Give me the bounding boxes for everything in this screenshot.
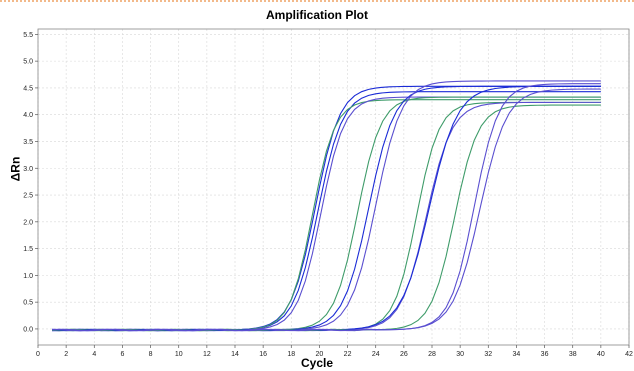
x-tick-label: 14 bbox=[231, 351, 239, 358]
y-tick-label: 1.5 bbox=[23, 246, 33, 253]
x-tick-label: 36 bbox=[541, 351, 549, 358]
amplification-curve bbox=[52, 104, 601, 332]
y-tick-label: 3.5 bbox=[23, 139, 33, 146]
x-tick-label: 12 bbox=[203, 351, 211, 358]
y-tick-label: 4.5 bbox=[23, 85, 33, 92]
y-tick-label: 5.0 bbox=[23, 59, 33, 66]
x-tick-label: 8 bbox=[149, 351, 153, 358]
grid-lines bbox=[37, 29, 630, 345]
amplification-curve bbox=[52, 101, 601, 332]
x-tick-label: 42 bbox=[625, 351, 633, 358]
amplification-curve bbox=[52, 91, 601, 332]
amplification-curve bbox=[52, 83, 601, 332]
x-tick-label: 40 bbox=[597, 351, 605, 358]
amplification-curve bbox=[52, 99, 601, 332]
x-tick-label: 16 bbox=[259, 351, 267, 358]
series-lines bbox=[52, 80, 601, 332]
y-tick-label: 3.0 bbox=[23, 166, 33, 173]
amplification-curve bbox=[52, 85, 601, 332]
x-tick-label: 2 bbox=[64, 351, 68, 358]
plot-area-frame bbox=[37, 28, 630, 346]
x-tick-label: 26 bbox=[400, 351, 408, 358]
y-tick-label: 4.0 bbox=[23, 112, 33, 119]
amplification-curve bbox=[52, 88, 601, 332]
x-tick-label: 20 bbox=[316, 351, 324, 358]
amplification-curve bbox=[52, 85, 601, 332]
selection-border bbox=[0, 0, 634, 5]
chart-title: Amplification Plot bbox=[266, 8, 368, 22]
x-tick-label: 34 bbox=[513, 351, 521, 358]
amplification-curve bbox=[52, 96, 601, 332]
y-tick-label: 5.5 bbox=[23, 32, 33, 39]
x-tick-label: 28 bbox=[428, 351, 436, 358]
x-axis-label: Cycle bbox=[300, 356, 334, 370]
y-tick-label: 0.0 bbox=[23, 326, 33, 333]
x-tick-label: 38 bbox=[569, 351, 577, 358]
y-tick-label: 2.0 bbox=[23, 219, 33, 226]
x-tick-label: 6 bbox=[120, 351, 124, 358]
y-tick-label: 0.5 bbox=[23, 300, 33, 307]
y-tick-label: 2.5 bbox=[23, 193, 33, 200]
amplification-curve bbox=[52, 101, 601, 332]
axis-ticks: 0 2 4 6 8 10 12 14 16 18 20 22 24 26 28 30 32 34 36 38 40 420… bbox=[23, 32, 633, 358]
x-tick-label: 10 bbox=[175, 351, 183, 358]
x-tick-label: 18 bbox=[287, 351, 295, 358]
x-tick-label: 24 bbox=[372, 351, 380, 358]
x-tick-label: 0 bbox=[36, 351, 40, 358]
y-tick-label: 1.0 bbox=[23, 273, 33, 280]
amplification-curve bbox=[52, 85, 601, 332]
x-tick-label: 4 bbox=[92, 351, 96, 358]
amplification-curve bbox=[52, 96, 601, 332]
x-tick-label: 32 bbox=[484, 351, 492, 358]
amplification-curve bbox=[52, 80, 601, 332]
x-tick-label: 30 bbox=[456, 351, 464, 358]
x-tick-label: 22 bbox=[344, 351, 352, 358]
